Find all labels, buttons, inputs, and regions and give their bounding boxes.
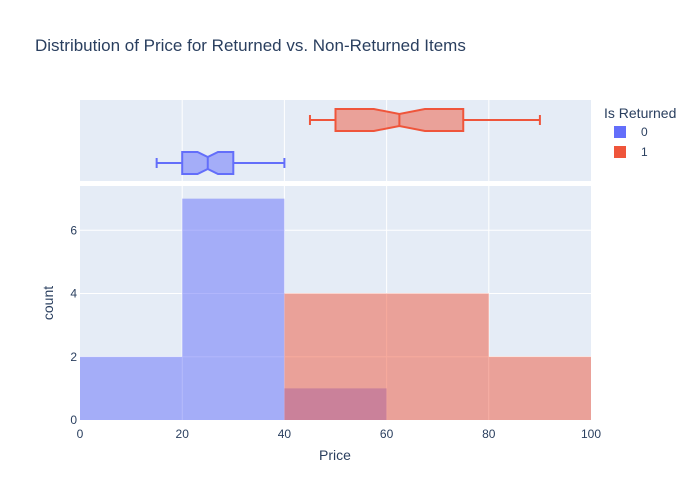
y-tick-label: 6 (70, 223, 77, 237)
y-axis-title: count (40, 286, 56, 320)
legend-swatch-0 (614, 126, 626, 138)
y-tick-label: 4 (70, 287, 77, 301)
box-plots (155, 108, 541, 175)
x-tick-label: 80 (482, 427, 496, 441)
x-tick-label: 40 (278, 427, 292, 441)
chart-title: Distribution of Price for Returned vs. N… (35, 36, 466, 55)
y-tick-label: 2 (70, 350, 77, 364)
y-tick-label: 0 (70, 413, 77, 427)
x-axis-ticks: 0 20 40 60 80 100 (77, 427, 602, 441)
y-axis-ticks: 0 2 4 6 (70, 223, 77, 427)
box-plot-0 (155, 151, 286, 175)
histogram-bar-1 (488, 356, 591, 420)
histogram-bar-0 (80, 356, 183, 420)
legend: Is Returned 0 1 (604, 105, 676, 159)
x-tick-label: 100 (581, 427, 601, 441)
x-tick-label: 20 (176, 427, 190, 441)
box-plot-1 (308, 108, 541, 132)
x-tick-label: 0 (77, 427, 84, 441)
legend-label-0: 0 (641, 125, 648, 139)
legend-title: Is Returned (604, 105, 676, 121)
legend-swatch-1 (614, 146, 626, 158)
legend-label-1: 1 (641, 145, 648, 159)
x-axis-title: Price (319, 447, 351, 463)
x-tick-label: 60 (380, 427, 394, 441)
histogram-bar-1 (284, 293, 489, 420)
histogram-bar-0 (182, 198, 285, 420)
histogram-bars (80, 198, 591, 420)
